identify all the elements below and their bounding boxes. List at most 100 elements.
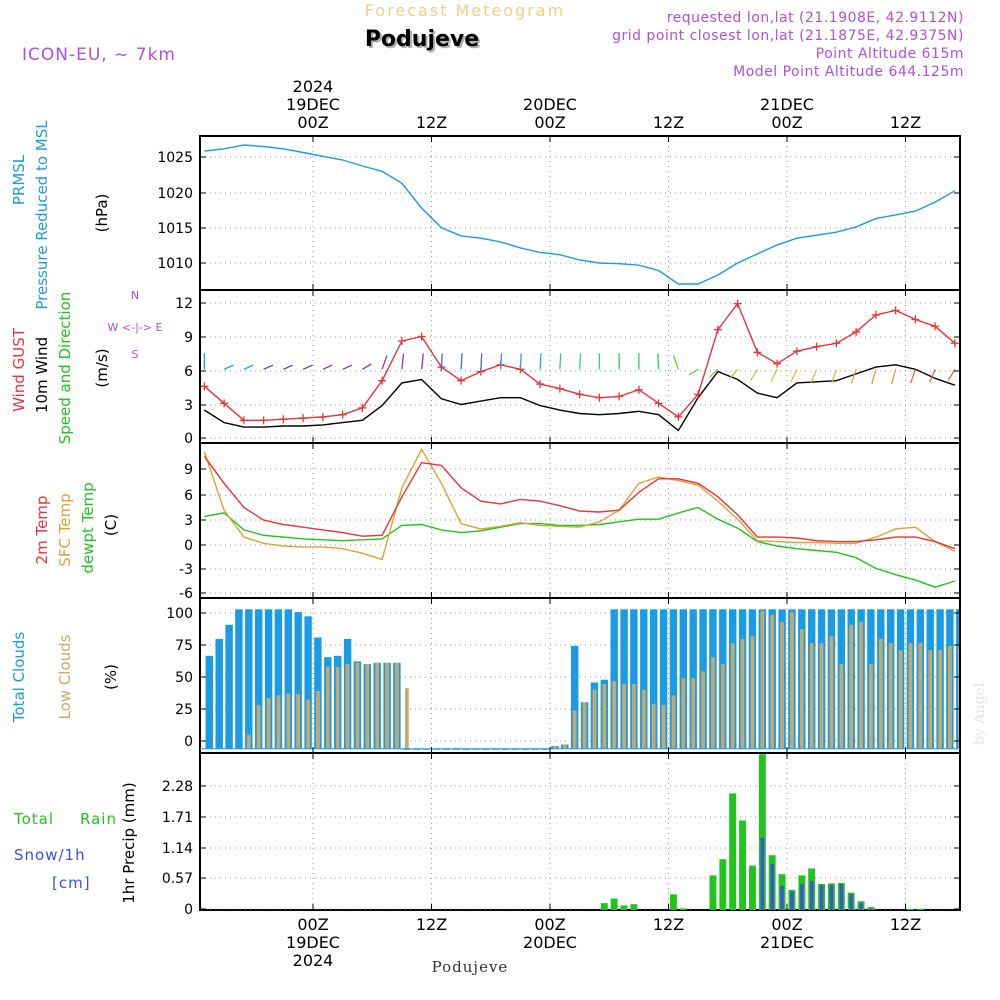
low-clouds-bar	[622, 684, 626, 749]
low-clouds-bar	[395, 662, 399, 749]
snow-bar	[790, 891, 794, 910]
low-clouds-bar	[286, 693, 291, 749]
low-clouds-bar	[247, 734, 251, 749]
low-clouds-bar	[879, 638, 883, 749]
total-clouds-bar	[235, 609, 243, 749]
low-clouds-bar	[839, 664, 844, 749]
wind-direction-arrow	[243, 364, 254, 370]
y-tick-label: 6	[184, 364, 193, 380]
y-tick-label: 1.14	[162, 841, 193, 857]
total-clouds-bar	[659, 609, 668, 749]
snow-bar	[819, 885, 824, 910]
wind-direction-arrow	[381, 355, 388, 370]
total-clouds-bar	[472, 748, 480, 750]
snow-bar	[810, 881, 814, 910]
wind-direction-arrow	[223, 364, 234, 370]
total-clouds-bar	[264, 609, 273, 749]
pressure-unit-label: (hPa)	[93, 194, 111, 233]
y-tick-label: 12	[175, 296, 193, 312]
wind-direction-arrow	[890, 369, 897, 384]
bottom-date-label: 20DEC	[523, 933, 577, 952]
compass-north: N	[131, 289, 139, 302]
temp-2m-line	[203, 455, 956, 550]
top-time-label: 12Z	[416, 113, 447, 132]
wind-direction-arrow	[499, 353, 503, 370]
panel-frame-clouds	[199, 597, 961, 754]
wind-direction-arrow	[810, 369, 818, 383]
low-clouds-bar	[276, 695, 281, 749]
panel-labels: PRMSL Pressure Reduced to MSL (hPa) Wind GU…	[10, 120, 162, 904]
precip-rain-label: Rain	[80, 810, 117, 828]
panel-frames	[199, 135, 961, 911]
y-tick-label: 1015	[157, 221, 193, 237]
rain-bar	[916, 908, 924, 910]
chart-axes: 1010 1015 1020 1025 0 3 6 9 12 -6 -3 0 3 6 9 0 25 50 75 100…	[157, 77, 960, 970]
total-clouds-bar	[541, 748, 549, 750]
low-clouds-bar	[701, 671, 705, 749]
compass-south: S	[132, 348, 139, 361]
wind-gust-point	[694, 390, 703, 399]
top-time-label: 12Z	[890, 113, 921, 132]
top-date-label: 19DEC	[286, 95, 340, 114]
low-clouds-bar	[592, 689, 597, 749]
rain-bar	[679, 908, 687, 910]
low-clouds-bar	[572, 710, 577, 749]
total-clouds-bar	[413, 748, 421, 750]
low-clouds-bar	[770, 614, 774, 749]
pressure-line	[204, 144, 956, 285]
rain-bar	[610, 898, 618, 910]
y-tick-label: 100	[166, 606, 193, 622]
rain-bar	[670, 894, 677, 910]
wind-gust-point	[753, 348, 762, 357]
wind10m-label: 10m Wind	[33, 337, 51, 413]
total-clouds-bar	[571, 645, 579, 749]
top-time-label: 00Z	[771, 113, 802, 132]
total-clouds-bar	[205, 655, 213, 749]
wind-gust-point	[634, 385, 643, 394]
total-clouds-bar	[492, 748, 500, 750]
low-clouds-bar	[829, 636, 834, 749]
y-tick-label: 0.57	[162, 871, 193, 887]
model-label: ICON-EU, ~ 7km	[22, 45, 176, 65]
precip-snow-unit-label: [cm]	[52, 874, 91, 892]
low-clouds-bar	[385, 662, 389, 749]
top-year-label: 2024	[293, 77, 334, 96]
snow-bar	[849, 893, 853, 910]
low-clouds-bar	[760, 610, 765, 749]
wind-direction-arrow	[283, 364, 293, 370]
y-tick-label: 75	[175, 638, 193, 654]
total-clouds-bar	[284, 609, 292, 749]
wind10m-line	[204, 364, 956, 432]
y-tick-label: 1.71	[162, 810, 193, 826]
y-tick-label: 25	[175, 702, 193, 718]
total-clouds-bar	[956, 609, 959, 749]
wind-direction-arrow	[401, 353, 405, 370]
total-clouds-bar	[501, 748, 510, 750]
temp2m-label: 2m Temp	[33, 496, 51, 565]
wind-gust-point	[950, 339, 959, 348]
wind-direction-arrow	[729, 368, 739, 379]
wind-gust-point	[457, 376, 466, 385]
y-tick-label: 0	[184, 902, 193, 918]
y-tick-label: 3	[184, 398, 193, 414]
wind-direction-arrow	[578, 353, 582, 370]
y-tick-label: 9	[184, 330, 193, 346]
y-tick-label: 6	[184, 488, 193, 504]
wind-gust-point	[911, 315, 920, 324]
rain-bar	[758, 754, 766, 910]
total-clouds-bar	[452, 748, 460, 750]
wind-direction-arrow	[440, 353, 443, 370]
low-clouds-bar	[316, 691, 320, 749]
pressure-label-msl: Pressure Reduced to MSL	[33, 120, 51, 310]
wind-direction-arrow	[750, 368, 758, 381]
panel-frame-pressure	[199, 135, 961, 291]
wind-direction-arrow	[302, 364, 313, 370]
total-clouds-bar	[531, 748, 539, 750]
snow-bar	[859, 903, 863, 910]
top-time-label: 12Z	[653, 113, 684, 132]
low-clouds-bar	[958, 645, 959, 749]
rain-bar	[719, 859, 727, 910]
wind-gust-point	[299, 414, 308, 423]
rain-bar	[729, 793, 737, 910]
